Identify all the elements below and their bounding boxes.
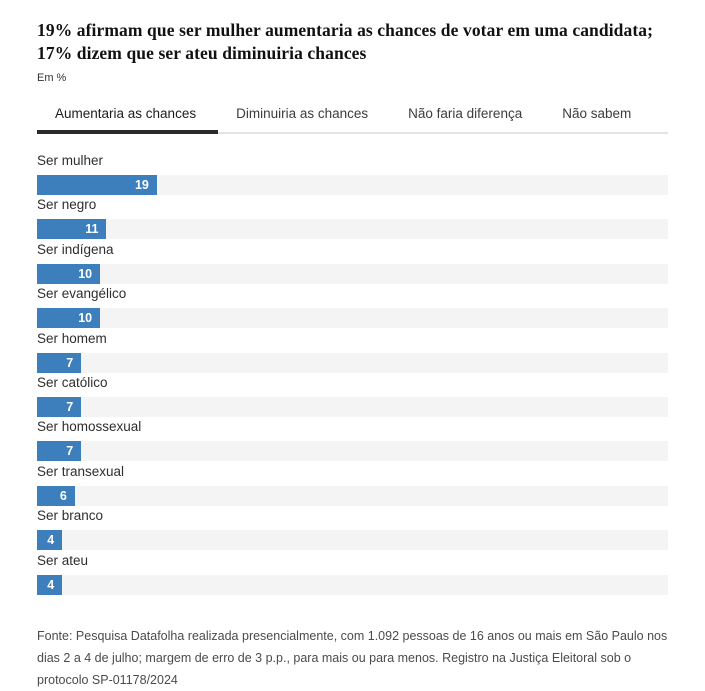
bar-fill: 7 (37, 441, 82, 462)
bar-category-label: Ser homem (37, 330, 107, 346)
bar-category-label: Ser indígena (37, 241, 114, 257)
bar-group: Ser homossexual 7 (37, 417, 668, 462)
bar-group: Ser evangélico 10 (37, 284, 668, 329)
source-note: Fonte: Pesquisa Datafolha realizada pres… (37, 628, 668, 687)
tab-aumentaria-as-chances[interactable]: Aumentaria as chances (37, 100, 219, 134)
bar-group: Ser negro 11 (37, 195, 668, 240)
bar-value-label: 10 (78, 311, 93, 326)
bar-value-label: 10 (78, 266, 93, 281)
bar-group: Ser católico 7 (37, 373, 668, 417)
bar-category-label: Ser católico (37, 374, 108, 390)
bar-track: 6 (37, 485, 668, 506)
bar-group: Ser homem 7 (37, 329, 668, 373)
bar-category-label: Ser ateu (37, 552, 89, 568)
bar-fill: 6 (37, 485, 75, 506)
bar-category-label: Ser homossexual (37, 419, 142, 435)
bar-fill: 19 (37, 175, 157, 195)
bar-category-label: Ser negro (37, 197, 97, 213)
bar-value-label: 19 (134, 178, 149, 192)
bar-value-label: 6 (59, 488, 67, 503)
bar-value-label: 4 (47, 533, 55, 548)
bar-group: Ser transexual 6 (37, 462, 668, 506)
bar-category-label: Ser mulher (37, 153, 104, 168)
bar-track: 4 (37, 530, 668, 551)
bar-fill: 10 (37, 263, 101, 284)
bar-track: 10 (37, 263, 668, 284)
bar-group: Ser ateu 4 (37, 551, 668, 595)
bar-value-label: 4 (47, 577, 55, 592)
tab-diminuiria-as-chances[interactable]: Diminuiria as chances (218, 100, 390, 134)
bar-category-label: Ser evangélico (37, 286, 127, 302)
bar-group: Ser mulher 19 (37, 151, 668, 195)
bar-track: 7 (37, 441, 668, 462)
bar-fill: 7 (37, 352, 82, 373)
bar-chart: Ser mulher 19 Ser negro 11 Ser indígena 10 Ser… (37, 151, 668, 595)
bar-group: Ser indígena 10 (37, 240, 668, 284)
bar-track: 7 (37, 396, 668, 417)
bar-fill: 10 (37, 308, 101, 329)
bar-fill: 7 (37, 396, 82, 417)
tab-nao-faria-diferenca[interactable]: Não faria diferença (390, 100, 544, 134)
bar-fill: 11 (37, 219, 107, 240)
unit-label: Em % (37, 72, 67, 84)
bar-value-label: 7 (66, 444, 74, 459)
bar-category-label: Ser branco (37, 508, 104, 524)
bar-group: Ser branco 4 (37, 506, 668, 551)
bar-track: 4 (37, 574, 668, 595)
bar-fill: 4 (37, 574, 63, 595)
tab-nao-sabem[interactable]: Não sabem (544, 100, 653, 134)
bar-track: 19 (37, 175, 668, 195)
chart-title: 19% afirmam que ser mulher aumentaria as… (37, 20, 654, 63)
bar-track: 10 (37, 308, 668, 329)
tab-bar: Aumentaria as chances Diminuiria as chanc… (37, 100, 668, 134)
bar-track: 7 (37, 352, 668, 373)
bar-track: 11 (37, 219, 668, 240)
bar-category-label: Ser transexual (37, 463, 125, 479)
bar-fill: 4 (37, 530, 63, 551)
bar-value-label: 7 (66, 399, 74, 414)
bar-value-label: 11 (85, 222, 99, 237)
bar-value-label: 7 (66, 355, 74, 370)
